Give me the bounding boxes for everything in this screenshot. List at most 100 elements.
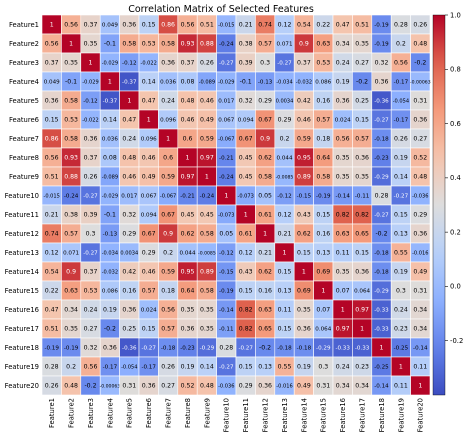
cell-value-label: 0.69: [297, 288, 311, 295]
cell-value-label: 0.12: [278, 22, 292, 29]
cell-value-label: 0.74: [45, 231, 59, 238]
cell-value-label: -0.00063: [410, 80, 431, 86]
cell-value-label: 0.93: [181, 41, 195, 48]
cell-value-label: 0.024: [335, 118, 351, 124]
cell-value-label: 0.9: [299, 41, 309, 48]
cell-value-label: 1: [166, 136, 170, 143]
cell-value-label: 0.9: [66, 269, 76, 276]
colorbar-tick-label: 1.0: [450, 11, 461, 19]
cell-value-label: -0.27: [374, 213, 389, 219]
cell-value-label: 0.24: [84, 307, 98, 314]
cell-value-label: -0.17: [394, 80, 409, 86]
column-tick-label: Feature19: [397, 398, 405, 432]
cell-value-label: 0.15: [278, 326, 292, 333]
cell-value-label: -0.015: [43, 194, 59, 200]
row-tick-label: Feature8: [9, 154, 39, 162]
cell-value-label: 0.31: [122, 383, 136, 390]
cell-value-label: 0.13: [258, 364, 272, 371]
cell-value-label: 0.15: [297, 250, 311, 257]
cell-value-label: 0.35: [200, 326, 214, 333]
row-tick-label: Feature7: [9, 135, 39, 143]
cell-value-label: 0.57: [258, 41, 272, 48]
cell-value-label: 0.51: [355, 22, 369, 29]
cell-value-label: 0.57: [142, 288, 156, 295]
row-tick-label: Feature18: [5, 344, 39, 352]
cell-value-label: 0.51: [45, 174, 59, 181]
cell-value-label: 0.9: [260, 136, 270, 143]
cell-value-label: 0.15: [355, 250, 369, 257]
cell-value-label: 0.36: [297, 326, 311, 333]
cell-value-label: -0.0085: [276, 175, 294, 181]
column-tick-label: Feature18: [378, 398, 386, 432]
cell-value-label: 0.57: [64, 231, 78, 238]
cell-value-label: 0.086: [315, 80, 331, 86]
cell-value-label: 0.05: [219, 231, 233, 238]
cell-value-label: -0.21: [180, 194, 195, 200]
column-tick-label: Feature2: [68, 398, 76, 428]
cell-value-label: -0.27: [219, 61, 234, 67]
cell-value-label: 0.29: [239, 383, 253, 390]
column-tick-label: Feature16: [339, 398, 347, 432]
cell-value-label: -0.1: [104, 212, 116, 219]
cell-value-label: 1: [108, 79, 112, 86]
cell-value-label: 0.26: [161, 364, 175, 371]
cell-value-label: -0.21: [219, 156, 234, 162]
cell-value-label: 0.53: [64, 117, 78, 124]
cell-value-label: 1: [263, 231, 267, 238]
cell-value-label: -0.2: [375, 231, 387, 238]
cell-value-label: 0.096: [160, 118, 176, 124]
cell-value-label: 0.049: [44, 80, 60, 86]
row-labels: Feature1 Feature2 Feature3 Feature4 Feature5…: [5, 21, 39, 390]
column-tick-label: Feature1: [48, 398, 56, 428]
cell-value-label: 0.67: [142, 231, 156, 238]
cell-value-label: 0.58: [122, 41, 136, 48]
cell-value-label: -0.36: [374, 99, 389, 105]
cell-value-label: 0.19: [336, 79, 350, 86]
cell-value-label: 0.37: [84, 22, 98, 29]
cell-value-label: -0.036: [218, 384, 234, 390]
cell-value-label: -0.19: [316, 194, 331, 200]
cell-value-label: 0.21: [278, 231, 292, 238]
cell-value-label: 0.49: [413, 269, 427, 276]
colorbar-tick-label: -0.2: [450, 337, 463, 345]
cell-value-label: 0.2: [396, 41, 406, 48]
cell-value-label: 0.16: [316, 98, 330, 105]
cell-value-label: 0.95: [181, 269, 195, 276]
cell-value-label: 0.37: [84, 155, 98, 162]
cell-value-label: 0.67: [161, 212, 175, 219]
cell-value-label: -0.032: [102, 270, 118, 276]
cell-value-label: 0.26: [45, 383, 59, 390]
cell-value-label: 1: [224, 193, 228, 200]
cell-value-label: -0.1: [104, 41, 116, 48]
cell-value-label: 0.56: [84, 364, 98, 371]
cell-value-label: 0.32: [239, 98, 253, 105]
cell-value-label: -0.18: [297, 346, 312, 352]
cell-value-label: 1: [360, 326, 364, 333]
cell-value-label: 0.49: [142, 174, 156, 181]
cell-value-label: -0.29: [374, 289, 389, 295]
cell-value-label: 0.2: [280, 136, 290, 143]
cell-value-label: 0.044: [276, 156, 292, 162]
cell-value-label: 0.69: [316, 269, 330, 276]
cell-value-label: 0.63: [258, 307, 272, 314]
cell-value-label: -0.1: [240, 79, 252, 86]
cell-value-label: -0.37: [103, 99, 118, 105]
cell-value-label: -0.12: [83, 99, 97, 105]
cell-value-label: 0.58: [64, 136, 78, 143]
cell-value-label: -0.15: [297, 194, 312, 200]
cell-value-label: 0.27: [355, 60, 369, 67]
cell-value-label: -0.067: [218, 137, 234, 143]
cell-value-label: 0.36: [355, 155, 369, 162]
cell-value-label: 0.34: [336, 383, 350, 390]
cell-value-label: 0.38: [239, 41, 253, 48]
cell-value-label: 0.18: [316, 136, 330, 143]
cell-value-label: 0.82: [355, 212, 369, 219]
column-tick-label: Feature8: [184, 398, 192, 428]
cell-value-label: 0.28: [394, 22, 408, 29]
row-tick-label: Feature11: [5, 211, 39, 219]
cell-value-label: -0.19: [374, 42, 389, 48]
column-tick-label: Feature20: [417, 398, 425, 432]
cell-value-label: 0.56: [181, 22, 195, 29]
colorbar-tick-label: 0.2: [450, 228, 461, 236]
cell-value-label: 0.11: [278, 307, 292, 314]
